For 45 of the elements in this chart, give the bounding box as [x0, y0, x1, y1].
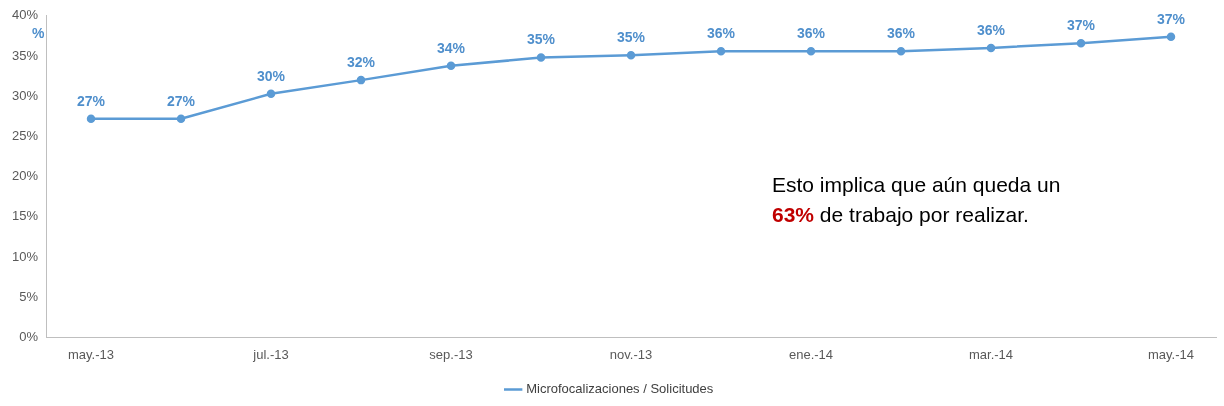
x-tick-label: sep.-13 [429, 346, 473, 362]
point [896, 46, 906, 56]
data-label: 37% [1156, 10, 1186, 27]
data-label: 35% [527, 31, 556, 48]
y-tick-label: 40% [11, 7, 39, 23]
point [266, 89, 276, 99]
point [806, 46, 816, 56]
y-tick-label: 35% [11, 47, 39, 63]
annotation: Esto implica que aún queda un 63% de trabajo por realizar. [772, 173, 1061, 226]
point [536, 53, 546, 62]
x-tick-label: nov.-13 [609, 346, 653, 362]
x-tick-label: may.-14 [1148, 346, 1194, 362]
data-label: 35% [616, 29, 646, 46]
y-tick-label: 5% [19, 288, 39, 304]
data-label: 30% [257, 67, 286, 84]
data-label: 27% [167, 92, 196, 109]
data-label: 37% [1066, 17, 1096, 33]
point [716, 46, 726, 56]
point [86, 114, 96, 123]
point [1166, 32, 1176, 41]
data-label: 34% [437, 39, 466, 56]
y-tick-label: 20% [11, 168, 39, 184]
x-tick-label: mar.-14 [968, 346, 1014, 362]
point [176, 114, 186, 123]
data-label: 36% [706, 25, 736, 42]
data-label: 36% [796, 25, 826, 42]
y-axis-title: % [32, 24, 45, 41]
y-tick-label: 25% [11, 127, 39, 143]
point [356, 75, 366, 85]
point [626, 50, 636, 60]
legend-label: Microfocalizaciones / Solicitudes [526, 381, 714, 397]
x-tick-label: may.-13 [68, 346, 115, 362]
point [446, 61, 456, 70]
x-tick-label: jul.-13 [252, 346, 289, 362]
y-tick-label: 10% [11, 248, 39, 264]
y-tick-label: 15% [11, 208, 39, 224]
data-label: 32% [347, 53, 376, 70]
data-label: 36% [886, 25, 916, 42]
y-tick-label: 30% [11, 87, 39, 103]
point [986, 43, 996, 53]
y-tick-label: 0% [19, 328, 39, 344]
data-label: 27% [77, 92, 106, 109]
data-label: 36% [976, 21, 1006, 38]
x-tick-label: ene.-14 [788, 346, 834, 362]
point [1076, 38, 1086, 48]
